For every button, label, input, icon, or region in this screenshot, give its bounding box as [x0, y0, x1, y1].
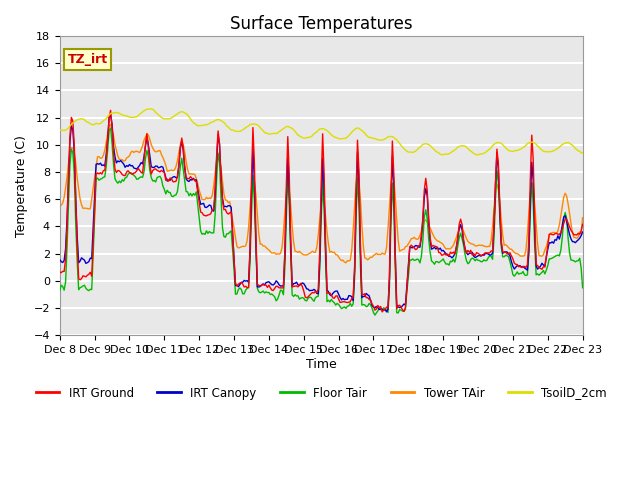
Floor Tair [386, 284, 394, 289]
IRT Canopy [56, 257, 63, 263]
Tower TAir [356, 196, 364, 202]
TsoilD_2cm [473, 152, 481, 158]
Tower TAir [70, 150, 78, 156]
Floor Tair [56, 288, 63, 294]
Floor Tair [155, 174, 163, 180]
IRT Ground [70, 143, 78, 149]
Floor Tair [374, 308, 381, 313]
Floor Tair [70, 172, 78, 178]
Floor Tair [579, 285, 586, 290]
IRT Ground [56, 269, 63, 275]
Floor Tair [355, 203, 363, 208]
IRT Ground [579, 221, 586, 227]
Legend: IRT Ground, IRT Canopy, Floor Tair, Tower TAir, TsoilD_2cm: IRT Ground, IRT Canopy, Floor Tair, Towe… [31, 382, 612, 404]
IRT Ground [372, 306, 380, 312]
Tower TAir [56, 203, 63, 209]
IRT Canopy [355, 179, 363, 184]
IRT Ground [386, 273, 394, 279]
Tower TAir [518, 253, 525, 259]
TsoilD_2cm [70, 119, 78, 125]
IRT Ground [355, 168, 363, 174]
Tower TAir [155, 148, 163, 154]
Line: IRT Ground: IRT Ground [60, 110, 582, 312]
Floor Tair [107, 125, 115, 131]
Floor Tair [518, 271, 525, 276]
Floor Tair [371, 312, 379, 318]
TsoilD_2cm [384, 134, 392, 140]
Line: TsoilD_2cm: TsoilD_2cm [60, 109, 582, 155]
IRT Canopy [518, 264, 525, 270]
TsoilD_2cm [518, 146, 525, 152]
IRT Canopy [107, 113, 115, 119]
X-axis label: Time: Time [306, 358, 337, 371]
Title: Surface Temperatures: Surface Temperatures [230, 15, 413, 33]
IRT Canopy [155, 165, 163, 171]
TsoilD_2cm [147, 106, 155, 112]
Line: Floor Tair: Floor Tair [60, 128, 582, 315]
IRT Canopy [386, 276, 394, 282]
TsoilD_2cm [56, 127, 63, 132]
Y-axis label: Temperature (C): Temperature (C) [15, 135, 28, 237]
Text: TZ_irt: TZ_irt [68, 53, 108, 66]
TsoilD_2cm [579, 150, 586, 156]
IRT Ground [107, 108, 115, 113]
Tower TAir [107, 121, 115, 127]
TsoilD_2cm [372, 136, 380, 142]
IRT Canopy [383, 309, 390, 315]
IRT Canopy [372, 303, 380, 309]
Line: Tower TAir: Tower TAir [60, 124, 582, 263]
IRT Ground [155, 168, 163, 174]
Line: IRT Canopy: IRT Canopy [60, 116, 582, 312]
Tower TAir [374, 252, 381, 257]
IRT Canopy [70, 149, 78, 155]
Tower TAir [342, 260, 349, 265]
IRT Ground [378, 309, 386, 315]
Tower TAir [579, 215, 586, 220]
IRT Canopy [579, 229, 586, 235]
TsoilD_2cm [355, 125, 363, 131]
Tower TAir [386, 204, 394, 209]
TsoilD_2cm [155, 112, 163, 118]
IRT Ground [518, 264, 525, 270]
